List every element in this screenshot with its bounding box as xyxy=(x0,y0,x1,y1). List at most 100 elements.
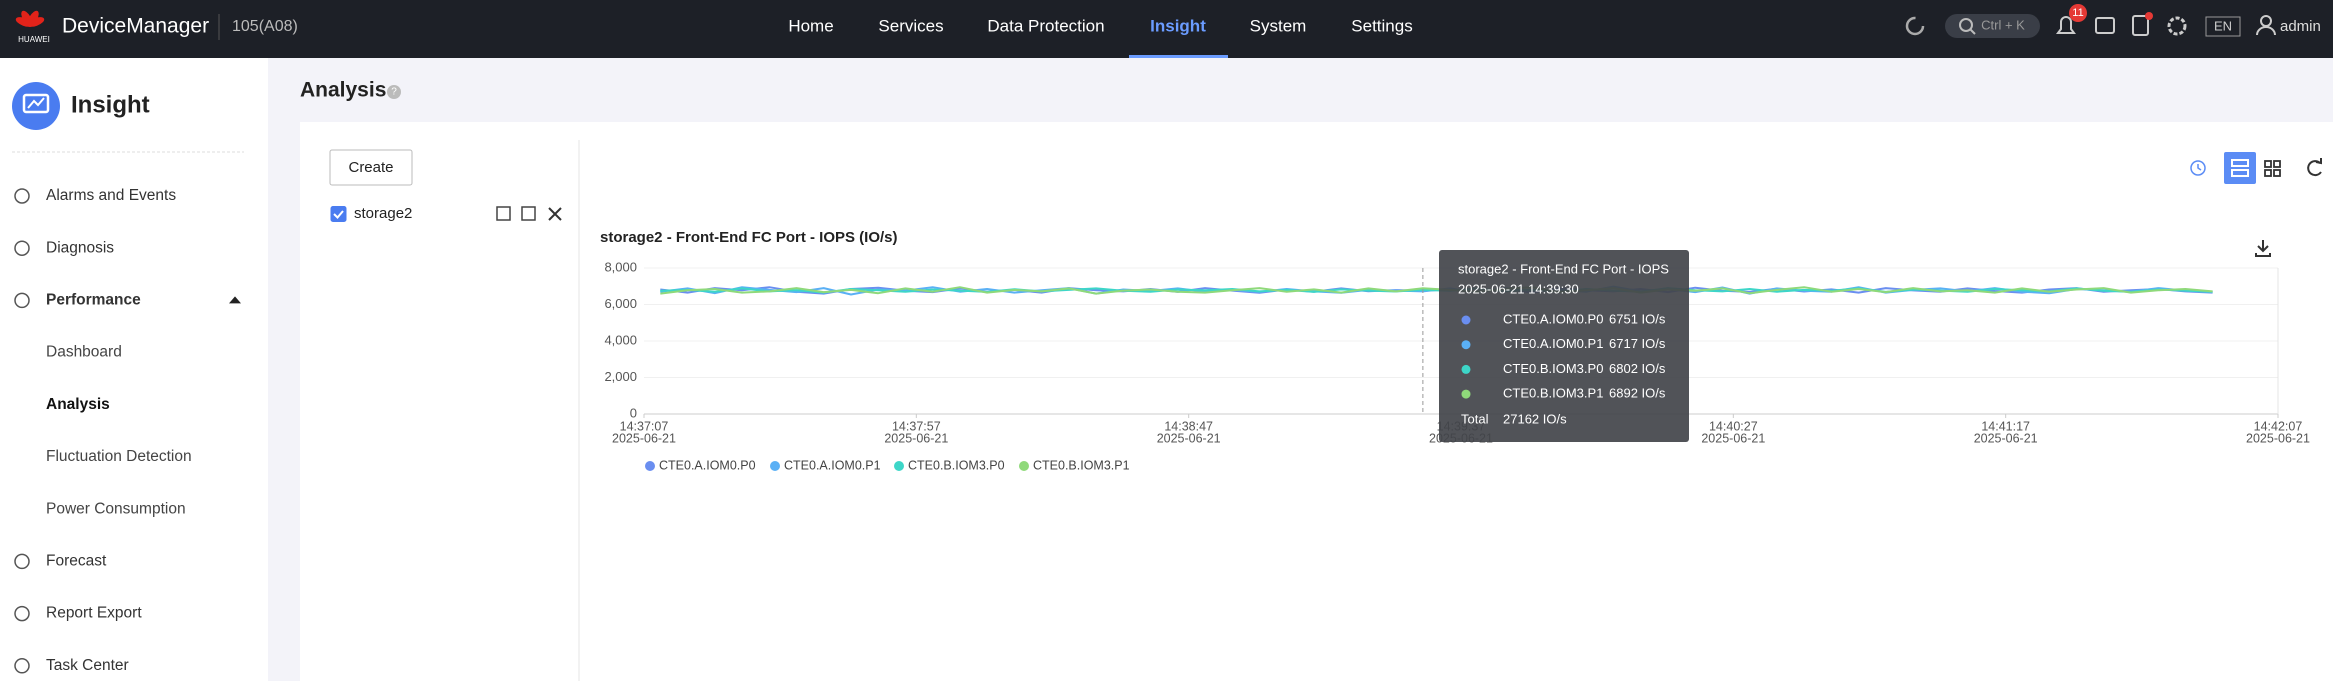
menu-icon xyxy=(14,188,30,204)
task-badge xyxy=(2145,12,2153,20)
nav-item[interactable]: System xyxy=(1250,16,1307,35)
chart-title: storage2 - Front-End FC Port - IOPS (IO/… xyxy=(600,229,898,246)
download-button[interactable] xyxy=(2255,240,2271,257)
nav-item[interactable]: Home xyxy=(788,16,833,35)
y-tick-label: 0 xyxy=(630,405,637,420)
tooltip-value: 6802 IO/s xyxy=(1609,361,1666,376)
x-tick-date: 2025-06-21 xyxy=(1701,431,1765,445)
edit-button[interactable] xyxy=(496,206,511,221)
legend-marker[interactable] xyxy=(645,461,655,471)
legend-label[interactable]: CTE0.B.IOM3.P0 xyxy=(908,458,1005,472)
series-line xyxy=(660,286,2213,295)
submenu-item[interactable]: Analysis xyxy=(46,396,110,413)
tooltip-marker xyxy=(1461,364,1471,374)
tooltip xyxy=(1439,250,1689,442)
task-icon[interactable] xyxy=(2132,15,2149,36)
language-box[interactable] xyxy=(2205,16,2241,37)
menu-item[interactable]: Alarms and Events xyxy=(46,187,176,204)
legend-label[interactable]: CTE0.A.IOM0.P0 xyxy=(659,458,756,472)
list-view-button[interactable] xyxy=(2224,152,2256,184)
tooltip-series: CTE0.B.IOM3.P0 xyxy=(1503,361,1603,376)
notification-count: 11 xyxy=(2072,7,2083,19)
tooltip-series: CTE0.A.IOM0.P1 xyxy=(1503,336,1603,351)
language: EN xyxy=(2214,18,2232,33)
menu-item[interactable]: Task Center xyxy=(46,657,129,674)
sidebar xyxy=(0,58,268,681)
tooltip-series: CTE0.A.IOM0.P0 xyxy=(1503,311,1603,326)
x-tick-date: 2025-06-21 xyxy=(1157,431,1221,445)
tooltip-value: 6751 IO/s xyxy=(1609,311,1666,326)
nav-item[interactable]: Services xyxy=(878,16,943,35)
insight-icon xyxy=(27,97,45,109)
refresh-icon xyxy=(2315,158,2322,165)
x-tick-date: 2025-06-21 xyxy=(612,431,676,445)
settings-icon[interactable] xyxy=(2167,16,2187,36)
x-tick-label: 14:42:07 xyxy=(2254,419,2303,433)
sidebar-title: Insight xyxy=(71,91,150,118)
menu-icon xyxy=(14,605,30,622)
content-panel xyxy=(300,122,2333,681)
legend-label[interactable]: CTE0.A.IOM0.P1 xyxy=(784,458,881,472)
x-tick-label: 14:41:17 xyxy=(1981,419,2030,433)
remove-button[interactable] xyxy=(548,207,562,221)
submenu-item[interactable]: Dashboard xyxy=(46,344,122,361)
tooltip-total-label: Total xyxy=(1461,411,1489,426)
create-button[interactable] xyxy=(329,149,413,186)
legend-marker[interactable] xyxy=(770,461,780,471)
page-title: Analysis xyxy=(300,79,386,102)
tooltip-value: 6717 IO/s xyxy=(1609,336,1666,351)
menu-icon xyxy=(14,240,30,256)
submenu-item[interactable]: Fluctuation Detection xyxy=(46,448,192,465)
status-icon xyxy=(1905,16,1925,36)
x-tick-date: 2025-06-21 xyxy=(2246,431,2310,445)
menu-icon xyxy=(14,292,30,309)
menu-item[interactable]: Performance xyxy=(46,291,141,308)
menu-item[interactable]: Report Export xyxy=(46,605,142,622)
product-name: DeviceManager xyxy=(62,15,209,38)
copy-button[interactable] xyxy=(521,206,536,221)
brand: HUAWEI xyxy=(18,35,50,44)
menu-icon xyxy=(14,658,30,674)
notification-badge xyxy=(2069,4,2087,22)
menu-item[interactable]: Forecast xyxy=(46,552,107,569)
search-hint: Ctrl + K xyxy=(1981,17,2025,32)
user-name[interactable]: admin xyxy=(2280,18,2321,35)
monitor-icon[interactable] xyxy=(2095,17,2115,34)
x-tick-date: 2025-06-21 xyxy=(884,431,948,445)
time-icon[interactable] xyxy=(2190,160,2206,176)
y-tick-label: 4,000 xyxy=(604,332,637,347)
menu-item[interactable]: Diagnosis xyxy=(46,239,114,256)
bell-icon[interactable] xyxy=(2056,16,2076,34)
checkbox[interactable] xyxy=(330,206,347,222)
nav-item[interactable]: Settings xyxy=(1351,16,1412,35)
insight-icon xyxy=(22,93,50,114)
user-icon xyxy=(2256,26,2276,36)
tooltip-title: storage2 - Front-End FC Port - IOPS xyxy=(1458,261,1669,276)
grid-view-button[interactable] xyxy=(2264,160,2281,177)
logo xyxy=(15,10,45,27)
tooltip-value: 6892 IO/s xyxy=(1609,386,1666,401)
chart: 02,0004,0006,0008,00014:37:072025-06-211… xyxy=(604,250,2310,472)
x-tick-label: 14:38:47 xyxy=(1164,419,1213,433)
menu: Alarms and Events Diagnosis Performance Das… xyxy=(14,187,241,674)
tooltip-total: 27162 IO/s xyxy=(1503,411,1567,426)
list-view-icon xyxy=(2231,169,2249,177)
legend-marker[interactable] xyxy=(1019,461,1029,471)
x-tick-label: 14:37:07 xyxy=(620,419,669,433)
menu-icon xyxy=(14,553,30,570)
tooltip-marker xyxy=(1461,340,1471,350)
legend-label[interactable]: CTE0.B.IOM3.P1 xyxy=(1033,458,1130,472)
legend-marker[interactable] xyxy=(894,461,904,471)
x-tick-date: 2025-06-21 xyxy=(1974,431,2038,445)
submenu-item[interactable]: Power Consumption xyxy=(46,500,186,517)
tooltip-marker xyxy=(1461,389,1471,399)
nav: Home Services Data Protection Insight System… xyxy=(788,16,1413,58)
top-bar xyxy=(0,0,2333,58)
help-icon[interactable] xyxy=(387,85,401,99)
y-tick-label: 8,000 xyxy=(604,259,637,274)
nav-item[interactable]: Data Protection xyxy=(987,16,1104,35)
search-icon xyxy=(1969,28,1976,35)
nav-item[interactable]: Insight xyxy=(1150,16,1206,35)
tooltip-series: CTE0.B.IOM3.P1 xyxy=(1503,386,1603,401)
search-icon xyxy=(1959,18,1973,32)
